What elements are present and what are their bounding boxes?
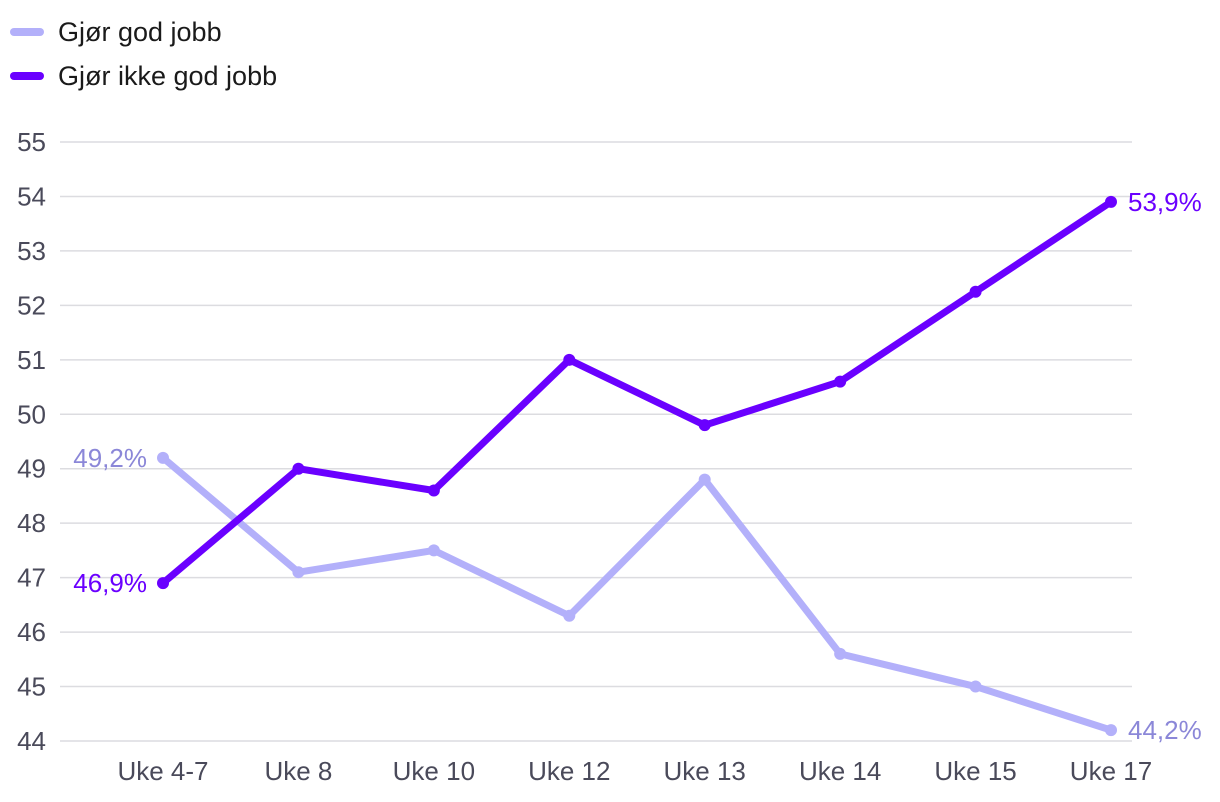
data-labels: 49,2% 44,2% 46,9% 53,9% <box>73 187 1201 745</box>
x-tick-label: Uke 12 <box>528 756 610 786</box>
y-tick-label: 51 <box>17 345 46 375</box>
data-point <box>157 451 169 464</box>
end-value-label: 53,9% <box>1128 187 1202 217</box>
legend-label-gjor-ikke-god-jobb: Gjør ikke god jobb <box>58 60 278 91</box>
y-tick-label: 46 <box>17 617 46 647</box>
data-point <box>698 473 711 486</box>
x-tick-label: Uke 8 <box>264 756 332 786</box>
gridlines <box>60 141 1132 742</box>
x-tick-label: Uke 13 <box>664 756 746 786</box>
legend-swatch-gjor-god-jobb <box>10 28 44 36</box>
data-point <box>969 680 982 693</box>
data-point <box>834 375 847 388</box>
data-point <box>292 462 305 475</box>
x-tick-label: Uke 10 <box>393 756 475 786</box>
data-point <box>969 285 982 298</box>
y-tick-label: 49 <box>17 454 46 484</box>
legend: Gjør god jobb Gjør ikke god jobb <box>10 10 277 98</box>
series-layer <box>157 195 1117 737</box>
start-value-label: 46,9% <box>73 568 147 598</box>
y-tick-label: 48 <box>17 508 46 538</box>
x-tick-label: Uke 17 <box>1070 756 1152 786</box>
x-tick-label: Uke 14 <box>799 756 881 786</box>
legend-item-gjor-god-jobb: Gjør god jobb <box>10 10 277 54</box>
data-point <box>1105 724 1117 737</box>
data-point <box>563 353 576 366</box>
y-axis: 44 45 46 47 48 49 50 51 52 53 54 55 <box>17 127 46 756</box>
series-line <box>159 198 1115 587</box>
data-point <box>563 609 576 622</box>
y-tick-label: 52 <box>17 290 46 320</box>
legend-label-gjor-god-jobb: Gjør god jobb <box>58 16 222 47</box>
data-point <box>157 577 169 590</box>
legend-item-gjor-ikke-god-jobb: Gjør ikke god jobb <box>10 54 277 98</box>
y-tick-label: 50 <box>17 399 46 429</box>
x-tick-label: Uke 15 <box>934 756 1016 786</box>
end-value-label: 44,2% <box>1128 715 1202 745</box>
y-tick-label: 47 <box>17 563 46 593</box>
y-tick-label: 53 <box>17 236 46 266</box>
start-value-label: 49,2% <box>73 443 147 473</box>
data-point <box>698 419 711 432</box>
x-tick-label: Uke 4-7 <box>117 756 208 786</box>
data-point <box>292 566 305 579</box>
data-point <box>427 484 440 497</box>
data-point <box>834 647 847 660</box>
data-point <box>427 544 440 557</box>
y-tick-label: 45 <box>17 672 46 702</box>
x-axis: Uke 4-7 Uke 8 Uke 10 Uke 12 Uke 13 Uke 14 Uke … <box>117 756 1152 786</box>
y-tick-label: 54 <box>17 181 46 211</box>
legend-swatch-gjor-ikke-god-jobb <box>10 72 44 80</box>
data-point <box>1105 195 1117 208</box>
series-line <box>159 454 1115 734</box>
y-tick-label: 44 <box>17 726 46 756</box>
y-tick-label: 55 <box>17 127 46 157</box>
